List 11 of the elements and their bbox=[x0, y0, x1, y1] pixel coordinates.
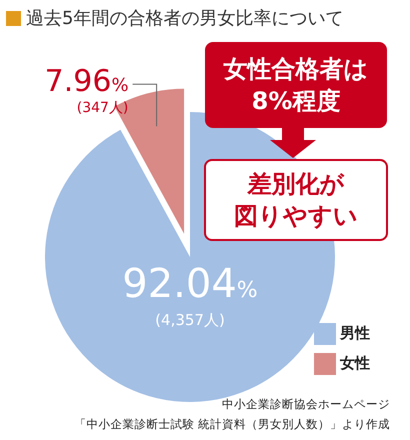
text: 差別化が bbox=[248, 169, 344, 200]
legend-label: 男性 bbox=[340, 324, 370, 342]
text: 図りやすい bbox=[234, 201, 358, 232]
legend-label: 女性 bbox=[340, 354, 370, 372]
text: 中小企業診断協会ホームページ bbox=[221, 396, 390, 413]
text: 8%程度 bbox=[252, 86, 340, 117]
text: 「中小企業診断士試験 統計資料（男女別人数）」より作成 bbox=[74, 416, 390, 433]
chart-title: 過去5年間の合格者の男女比率について bbox=[26, 7, 344, 30]
text: 女性合格者は bbox=[224, 54, 368, 85]
data-label: 7.96% (347人) bbox=[44, 64, 129, 116]
data-label: 92.04% (4,357人) bbox=[122, 261, 258, 329]
